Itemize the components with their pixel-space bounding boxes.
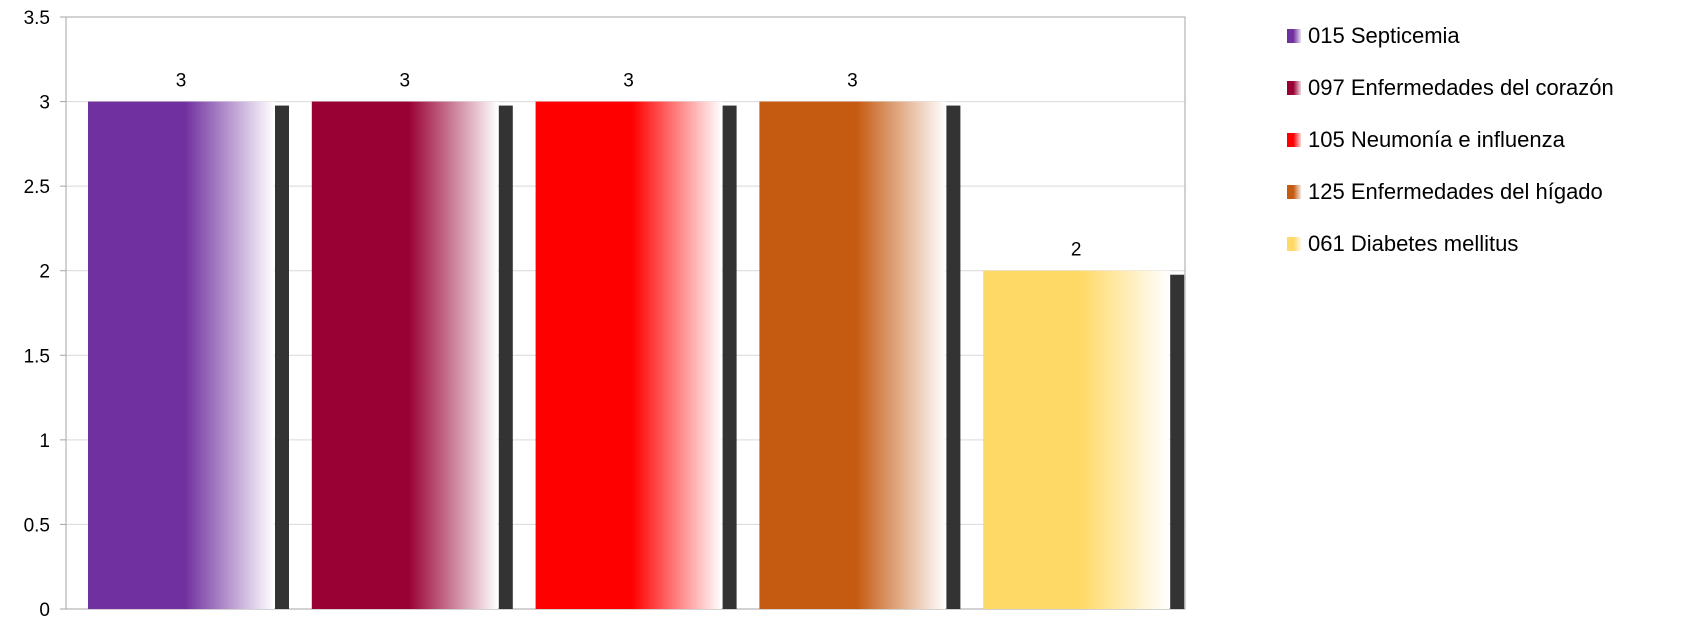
y-tick-label: 0.5 bbox=[24, 515, 50, 536]
data-label: 3 bbox=[623, 71, 634, 92]
legend-label: 015 Septicemia bbox=[1308, 23, 1460, 48]
bars bbox=[88, 101, 1185, 610]
bar bbox=[88, 101, 274, 610]
data-labels: 3 3 3 3 2 bbox=[176, 71, 1082, 261]
legend-swatch bbox=[1287, 29, 1301, 43]
legend-label: 105 Neumonía e influenza bbox=[1308, 127, 1565, 152]
bar bbox=[311, 101, 498, 610]
y-tick-label: 3.5 bbox=[24, 8, 50, 29]
y-axis: 0 0.5 1 1.5 2 2.5 3 3.5 bbox=[24, 8, 66, 618]
legend: 015 Septicemia 097 Enfermedades del coraz… bbox=[1287, 10, 1614, 270]
legend-label: 061 Diabetes mellitus bbox=[1308, 231, 1519, 256]
data-label: 2 bbox=[1071, 240, 1082, 261]
bar bbox=[759, 101, 946, 610]
bar bbox=[983, 270, 1170, 609]
legend-label: 125 Enfermedades del hígado bbox=[1308, 179, 1603, 204]
legend-item: 105 Neumonía e influenza bbox=[1287, 114, 1614, 166]
legend-swatch bbox=[1287, 237, 1301, 251]
bar-shadow bbox=[275, 105, 289, 610]
legend-item: 015 Septicemia bbox=[1287, 10, 1614, 62]
bar bbox=[535, 101, 722, 610]
legend-item: 125 Enfermedades del hígado bbox=[1287, 166, 1614, 218]
legend-item: 097 Enfermedades del corazón bbox=[1287, 62, 1614, 114]
data-label: 3 bbox=[176, 71, 187, 92]
data-label: 3 bbox=[847, 71, 858, 92]
bar-shadow bbox=[722, 105, 737, 610]
bar-shadow bbox=[498, 105, 513, 610]
legend-swatch bbox=[1287, 133, 1301, 147]
legend-swatch bbox=[1287, 81, 1301, 95]
bar-shadow bbox=[946, 105, 961, 610]
legend-label: 097 Enfermedades del corazón bbox=[1308, 75, 1614, 100]
y-tick-label: 2 bbox=[39, 262, 50, 283]
y-tick-label: 3 bbox=[39, 93, 50, 114]
y-tick-label: 0 bbox=[39, 600, 50, 618]
y-tick-label: 1.5 bbox=[24, 346, 50, 367]
y-tick-label: 1 bbox=[39, 431, 50, 452]
bar-shadow bbox=[1170, 274, 1185, 609]
legend-swatch bbox=[1287, 185, 1301, 199]
y-tick-label: 2.5 bbox=[24, 177, 50, 198]
data-label: 3 bbox=[400, 71, 411, 92]
legend-item: 061 Diabetes mellitus bbox=[1287, 218, 1614, 270]
